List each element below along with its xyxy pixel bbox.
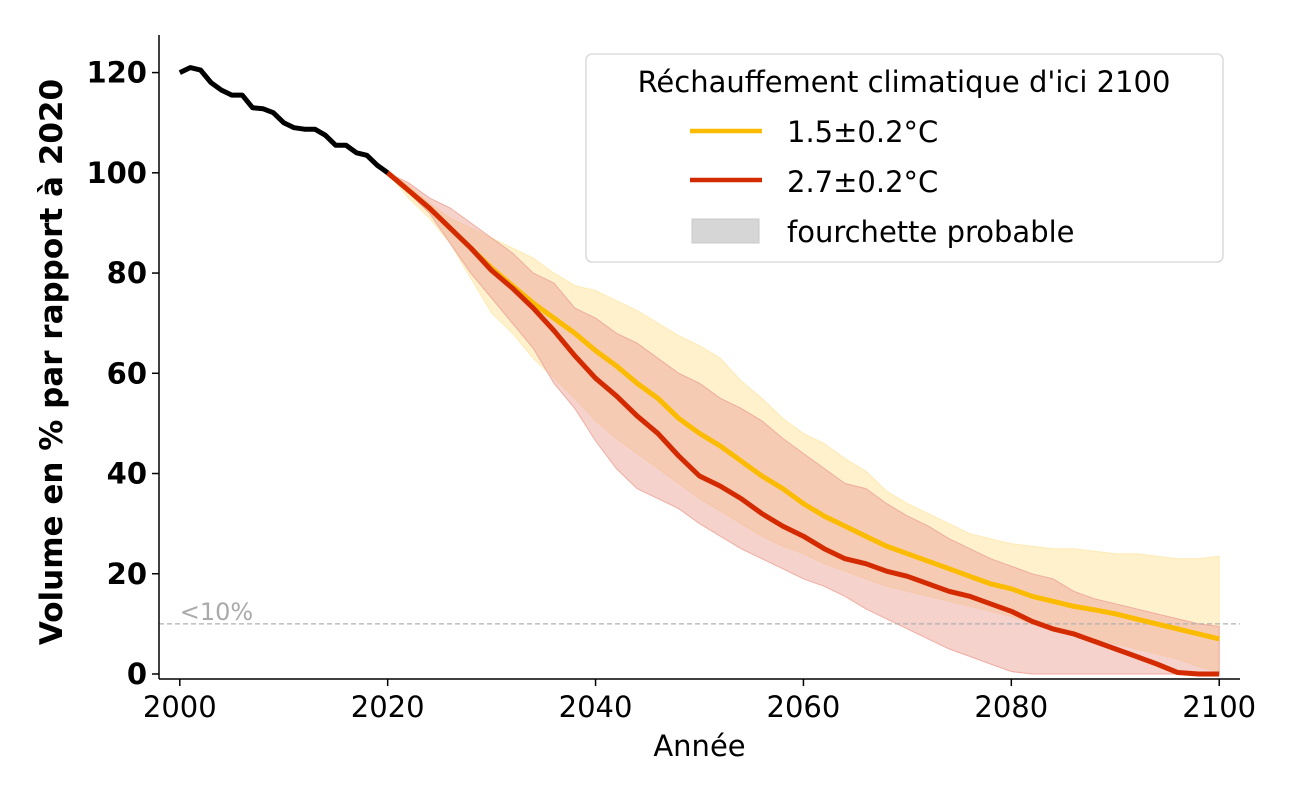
legend-label-1p5: 1.5±0.2°C [787, 115, 938, 149]
y-tick-label: 40 [107, 457, 147, 491]
y-tick-label: 0 [127, 657, 147, 691]
y-axis-title: Volume en % par rapport à 2020 [34, 79, 70, 645]
x-tick-label: 2060 [767, 690, 841, 724]
line-historical [178, 65, 390, 175]
y-tick-label: 100 [86, 156, 147, 190]
legend-label-range: fourchette probable [787, 215, 1075, 249]
threshold-label: <10% [180, 598, 253, 626]
y-tick-label: 120 [86, 56, 147, 90]
x-tick-label: 2100 [1182, 690, 1256, 724]
line-1p5 [386, 170, 1220, 642]
x-tick-label: 2000 [143, 690, 217, 724]
x-axis-title: Année [653, 729, 745, 763]
legend-label-2p7: 2.7±0.2°C [787, 165, 938, 199]
legend-swatch-range [691, 218, 760, 244]
y-tick-label: 60 [107, 356, 147, 390]
x-ticks: 2000 2020 2040 2060 2080 2100 [143, 679, 1256, 724]
legend: Réchauffement climatique d'ici 2100 1.5±… [585, 53, 1224, 263]
x-tick-label: 2040 [559, 690, 633, 724]
y-ticks: 0 20 40 60 80 100 120 [86, 56, 159, 691]
legend-box [585, 53, 1224, 263]
series-lines [178, 65, 1220, 677]
line-2p7 [386, 170, 1220, 677]
y-tick-label: 80 [107, 256, 147, 290]
x-tick-label: 2020 [351, 690, 425, 724]
threshold-layer: <10% [159, 598, 1240, 626]
y-tick-label: 20 [107, 557, 147, 591]
legend-title: Réchauffement climatique d'ici 2100 [638, 65, 1171, 99]
x-tick-label: 2080 [974, 690, 1048, 724]
